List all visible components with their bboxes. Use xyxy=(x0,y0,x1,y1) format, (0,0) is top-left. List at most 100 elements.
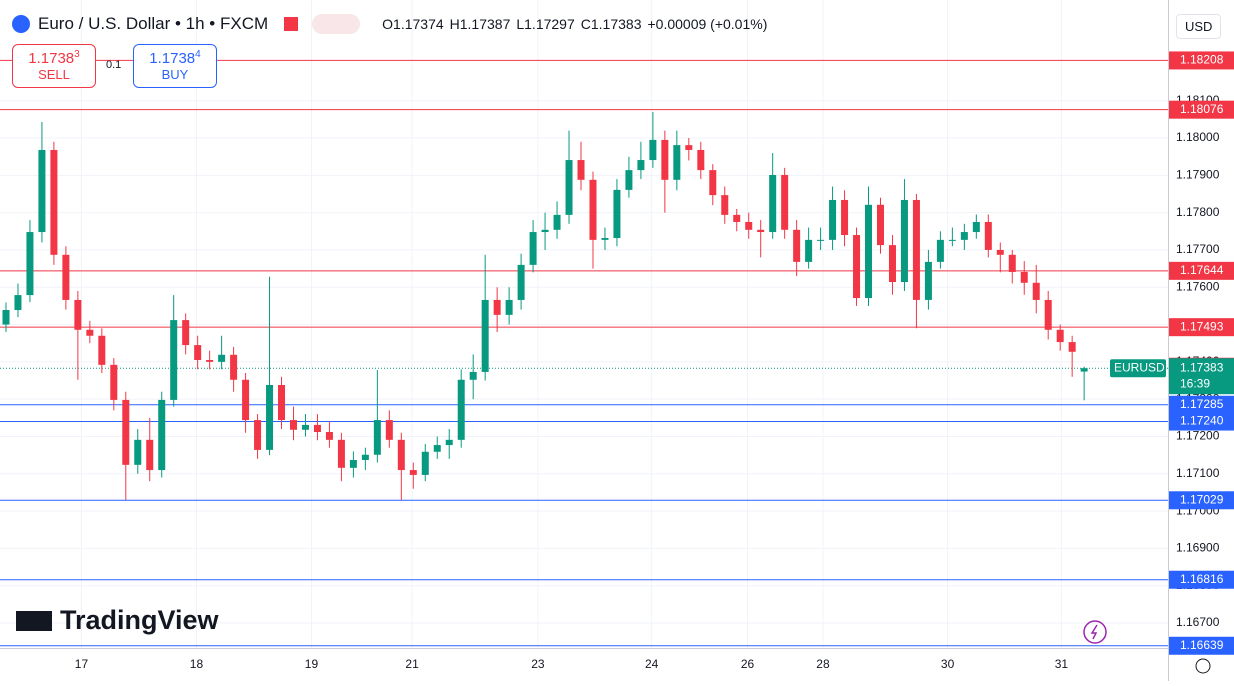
candle-body xyxy=(517,264,525,300)
level-tag xyxy=(1169,412,1234,431)
level-label: 1.16816 xyxy=(1180,572,1224,586)
countdown-label: 16:39 xyxy=(1180,376,1210,390)
y-tick-label: 1.17700 xyxy=(1176,242,1220,256)
settings-icon[interactable] xyxy=(1195,658,1211,674)
candle-body xyxy=(469,371,477,380)
close: C1.17383 xyxy=(580,16,642,32)
y-tick-label: 1.17600 xyxy=(1176,279,1220,293)
candle-body xyxy=(817,239,825,241)
candle-body xyxy=(50,149,58,255)
level-tag xyxy=(1169,395,1234,414)
sell-pip: 3 xyxy=(74,49,80,60)
level-label: 1.17493 xyxy=(1180,319,1224,333)
candle-body xyxy=(62,254,70,300)
candle-body xyxy=(445,439,453,446)
alert-icon[interactable] xyxy=(1083,620,1107,644)
symbol-tag xyxy=(1110,359,1166,378)
candle-body xyxy=(829,199,837,240)
sell-label: SELL xyxy=(38,67,70,82)
symbol-icon xyxy=(12,15,30,33)
candle-body xyxy=(242,379,250,421)
candle-body xyxy=(733,214,741,222)
candle-body xyxy=(769,174,777,233)
candle-body xyxy=(697,149,705,171)
level-label: 1.17285 xyxy=(1180,397,1224,411)
candle-body xyxy=(553,214,561,230)
level-label: 1.17240 xyxy=(1180,414,1224,428)
high: H1.17387 xyxy=(449,16,511,32)
candle-body xyxy=(960,232,968,240)
buy-button[interactable]: 1.17384 BUY xyxy=(133,44,217,88)
candle-body xyxy=(457,379,465,440)
candle-body xyxy=(301,424,309,430)
candle-body xyxy=(577,160,585,180)
candle-body xyxy=(996,249,1004,255)
candle-body xyxy=(158,399,166,471)
candle-body xyxy=(38,149,46,233)
candle-body xyxy=(948,239,956,241)
candle-body xyxy=(122,399,130,465)
candle-body xyxy=(361,454,369,460)
candle-body xyxy=(194,345,202,360)
status-pill[interactable] xyxy=(312,14,361,34)
candle-body xyxy=(936,239,944,262)
y-tick-label: 1.17200 xyxy=(1176,429,1220,443)
candle-body xyxy=(601,238,609,240)
candle-body xyxy=(805,239,813,262)
low: L1.17297 xyxy=(516,16,575,32)
level-tag xyxy=(1169,491,1234,510)
candle-body xyxy=(781,174,789,230)
candle-body xyxy=(1008,254,1016,272)
candle-body xyxy=(541,229,549,233)
watermark-text: TradingView xyxy=(60,605,219,635)
x-tick-label: 28 xyxy=(816,657,830,671)
candle-body xyxy=(709,170,717,196)
currency-select[interactable]: USD xyxy=(1176,14,1222,39)
level-label: 1.18208 xyxy=(1180,53,1224,67)
candle-body xyxy=(900,199,908,283)
candle-body xyxy=(1056,329,1064,343)
x-tick-label: 24 xyxy=(645,657,659,671)
flag-icon[interactable] xyxy=(284,17,299,31)
candle-body xyxy=(984,221,992,250)
candle-body xyxy=(853,235,861,299)
candle-body xyxy=(1044,299,1052,330)
candle-body xyxy=(134,439,142,465)
candle-body xyxy=(972,221,980,233)
candle-body xyxy=(409,470,417,475)
candle-body xyxy=(565,160,573,215)
y-tick-label: 1.17100 xyxy=(1176,466,1220,480)
candle-body xyxy=(337,439,345,468)
change: +0.00009 (+0.01%) xyxy=(647,16,768,32)
candle-body xyxy=(349,459,357,468)
x-tick-label: 18 xyxy=(190,657,204,671)
y-tick-label: 1.18000 xyxy=(1176,130,1220,144)
x-tick-label: 21 xyxy=(405,657,419,671)
candle-body xyxy=(481,299,489,372)
candle-body xyxy=(757,229,765,233)
level-tag xyxy=(1169,51,1234,70)
last-price-tag xyxy=(1169,358,1234,395)
candle-body xyxy=(373,420,381,455)
candle-body xyxy=(505,299,513,315)
candle-body xyxy=(493,299,501,315)
x-tick-label: 17 xyxy=(75,657,89,671)
candle-body xyxy=(14,295,22,311)
candle-body xyxy=(146,439,154,471)
logo-mark xyxy=(16,610,52,631)
candle-body xyxy=(685,145,693,150)
candle-body xyxy=(888,245,896,283)
candle-body xyxy=(661,139,669,180)
candle-body xyxy=(1032,282,1040,300)
candle-body xyxy=(433,445,441,452)
y-tick-label: 1.16700 xyxy=(1176,615,1220,629)
candle-body xyxy=(26,232,34,296)
candle-body xyxy=(218,354,226,362)
candle-body xyxy=(86,329,94,336)
candle-body xyxy=(721,195,729,215)
candle-body xyxy=(230,354,238,380)
watermark: TradingView xyxy=(16,605,219,636)
candle-body xyxy=(289,420,297,430)
candle-body xyxy=(1020,271,1028,283)
sell-button[interactable]: 1.17383 SELL xyxy=(12,44,96,88)
